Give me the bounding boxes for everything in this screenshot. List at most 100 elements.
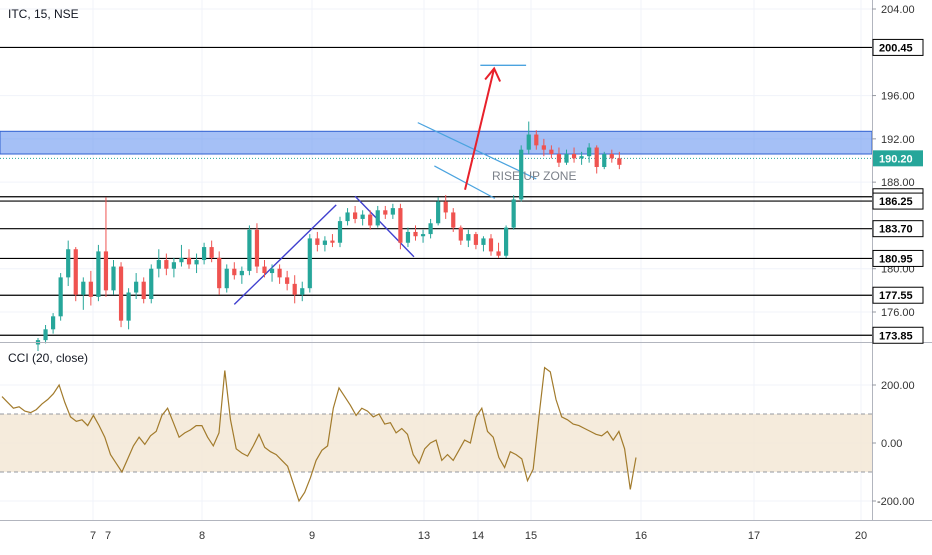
candle-body: [209, 247, 214, 258]
candle-body: [247, 229, 252, 271]
candle-body: [609, 154, 614, 159]
trendline: [354, 195, 415, 258]
candle-body: [375, 210, 380, 226]
candle-body: [96, 251, 101, 297]
level-badge-label: 180.95: [879, 253, 913, 265]
candle-body: [103, 251, 109, 291]
y-tick-label: 196.00: [881, 91, 915, 103]
candle-body: [541, 145, 546, 150]
candle-body: [534, 134, 539, 146]
candle-body: [300, 288, 305, 295]
target-arrow-head: [484, 66, 502, 82]
candle-body: [579, 156, 584, 159]
y-tick-label: 188.00: [881, 177, 915, 189]
level-badge-label: 177.55: [879, 290, 913, 302]
candle-body: [360, 214, 365, 219]
candle-body: [413, 231, 418, 237]
target-arrow-shaft: [464, 68, 496, 190]
level-badge-label: 173.85: [879, 330, 913, 342]
candle-body: [58, 277, 63, 317]
candle-body: [571, 154, 577, 159]
candle-body: [164, 260, 169, 269]
candle-body: [345, 212, 350, 222]
candle-body: [428, 223, 433, 235]
candle-body: [217, 257, 222, 289]
candles-layer: [35, 121, 622, 351]
resistance-zone: [0, 130, 873, 155]
candle-body: [443, 201, 448, 213]
x-tick-label: 17: [748, 530, 760, 542]
level-badge-label: 200.45: [879, 42, 913, 54]
cci-y-tick-label: 0.00: [881, 438, 902, 450]
grid-layer: [0, 0, 872, 520]
candle-body: [322, 240, 327, 245]
candle-body: [330, 240, 335, 243]
candle-body: [292, 283, 297, 295]
cci-series-line: [1, 366, 637, 503]
candle-body: [488, 238, 494, 252]
current-price-badge: [873, 150, 923, 167]
candle-body: [202, 247, 207, 261]
candle-body: [254, 229, 260, 267]
candle-body: [383, 210, 388, 215]
level-badge: [872, 326, 924, 344]
candle-body: [617, 158, 622, 165]
level-badge-label: 183.70: [879, 224, 913, 236]
candle-body: [186, 257, 192, 265]
candle-body: [602, 154, 607, 167]
candle-body: [118, 266, 124, 321]
zone-layer: [0, 130, 873, 155]
candle-body: [134, 281, 139, 293]
candle-body: [285, 277, 290, 284]
cci-y-tick-label: 200.00: [881, 380, 915, 392]
candle-body: [473, 234, 478, 245]
candle-body: [126, 292, 131, 321]
candle-body: [337, 221, 343, 243]
candle-body: [368, 214, 373, 226]
candle-body: [141, 281, 146, 300]
candle-body: [353, 212, 358, 219]
axes-layer: 204.00196.00192.00188.00180.00176.00200.…: [0, 0, 932, 542]
candle-body: [179, 257, 184, 263]
x-tick-label: 7: [90, 530, 96, 542]
candle-body: [504, 227, 509, 256]
level-badge: [872, 220, 924, 238]
candle-body: [269, 268, 275, 274]
x-tick-label: 13: [418, 530, 430, 542]
candle-body: [594, 147, 599, 167]
candle-body: [587, 147, 592, 157]
drawing-layer: [233, 64, 537, 305]
candle-body: [436, 201, 441, 224]
candle-body: [277, 268, 282, 278]
candle-body: [262, 266, 267, 274]
candle-body: [511, 199, 516, 228]
cci-y-tick-label: -200.00: [877, 496, 914, 508]
candle-body: [496, 251, 501, 256]
chart-title: ITC, 15, NSE: [8, 7, 79, 21]
candle-body: [398, 208, 403, 243]
candle-body: [564, 154, 569, 163]
candle-body: [519, 149, 524, 200]
y-tick-label: 192.00: [881, 134, 915, 146]
candle-body: [66, 249, 71, 278]
candle-body: [232, 268, 237, 276]
x-tick-label: 8: [199, 530, 205, 542]
y-tick-label: 204.00: [881, 4, 915, 16]
candle-body: [420, 234, 426, 237]
candle-body: [73, 249, 78, 295]
candle-body: [224, 268, 229, 289]
cci-layer: [0, 366, 872, 503]
badges-layer: 200.45186.65186.25183.70180.95177.55173.…: [872, 38, 924, 344]
level-badge: [872, 286, 924, 304]
candle-body: [239, 270, 244, 276]
x-tick-label: 14: [472, 530, 484, 542]
candle-body: [390, 208, 395, 215]
y-tick-label: 176.00: [881, 307, 915, 319]
trendline: [233, 204, 337, 305]
candle-body: [111, 266, 116, 291]
candle-body: [88, 281, 93, 297]
candle-body: [549, 149, 554, 155]
candle-body: [315, 238, 320, 245]
current-price-badge-label: 190.20: [879, 153, 913, 165]
